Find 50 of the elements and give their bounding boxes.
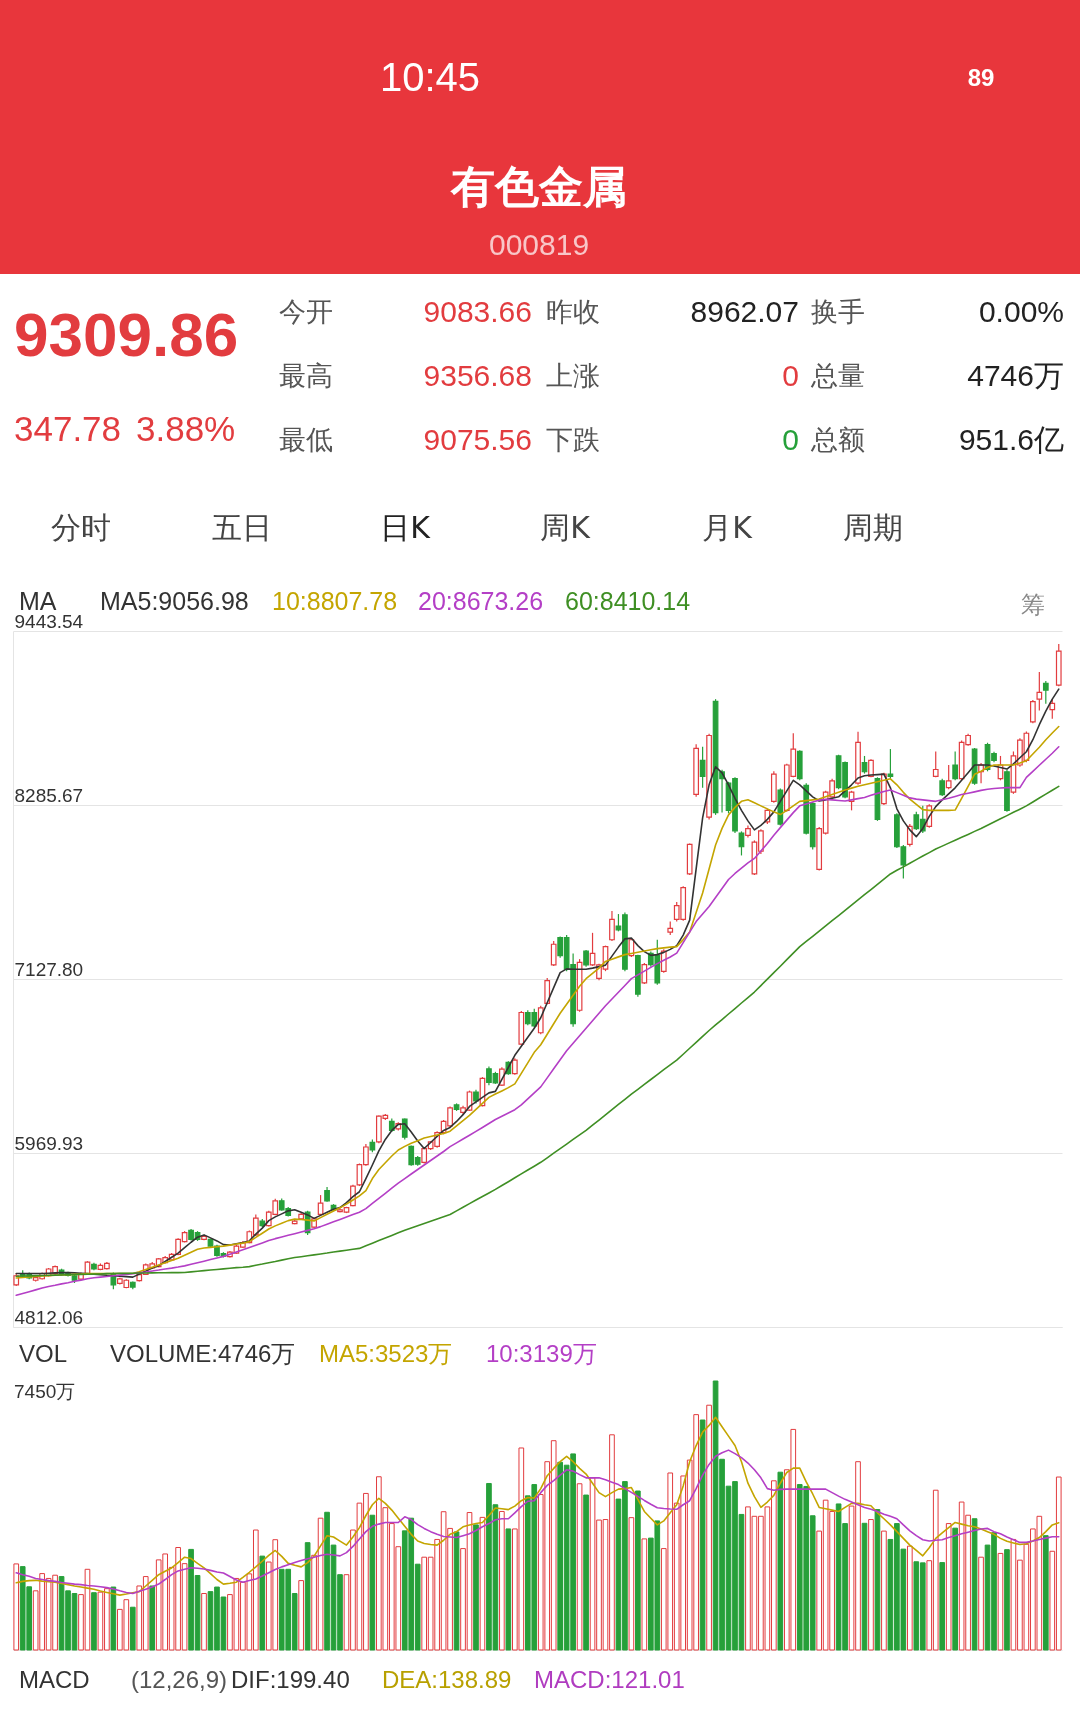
text: 20:8673.26: [418, 587, 544, 615]
text: 月K: [702, 510, 754, 545]
text: 60:8410.14: [565, 587, 691, 615]
text: 总量: [810, 360, 865, 391]
text: 最高: [279, 360, 333, 391]
text: 下跌: [546, 424, 600, 455]
text: 8962.07: [690, 295, 799, 328]
text: 9083.66: [423, 295, 532, 328]
text: 9356.68: [423, 359, 532, 392]
legend-title: VOL: [19, 1340, 68, 1367]
text: MACD:121.01: [534, 1666, 685, 1693]
text: 951.6亿: [958, 423, 1064, 456]
text: VOLUME:4746万: [110, 1340, 296, 1367]
text: 换手: [811, 296, 865, 327]
annotation: 7450万: [14, 1381, 76, 1402]
y-tick-label: 4812.06: [14, 1306, 84, 1328]
text: 今开: [279, 296, 333, 327]
text: 0: [782, 423, 799, 456]
text: 0: [782, 359, 799, 392]
text: MACD: [19, 1666, 90, 1693]
text: 筹: [1021, 591, 1045, 619]
text: MA5:9056.98: [100, 587, 249, 615]
text: 9309.86: [14, 300, 239, 369]
text: (12,26,9): [131, 1666, 228, 1693]
text: 0.00%: [978, 295, 1064, 328]
text: 周期: [843, 510, 903, 545]
text: 总额: [810, 424, 865, 455]
y-tick-label: 5969.93: [14, 1132, 84, 1154]
text: 9075.56: [423, 423, 532, 456]
text: DEA:138.89: [382, 1666, 512, 1693]
text: 五日: [212, 510, 272, 545]
text: 10:8807.78: [272, 587, 398, 615]
text: 10:45: [379, 55, 481, 99]
y-tick-label: 8285.67: [14, 784, 84, 806]
text: MA5:3523万: [319, 1340, 453, 1367]
text: 有色金属: [450, 161, 627, 212]
y-tick-label: 7127.80: [14, 958, 84, 980]
text: 3.88%: [136, 409, 236, 448]
text: 4746万: [967, 359, 1064, 392]
text: DIF:199.40: [231, 1666, 350, 1693]
text: 分时: [51, 510, 111, 545]
text: 上涨: [546, 360, 600, 391]
text: 89: [967, 64, 995, 91]
text: 10:3139万: [486, 1340, 597, 1367]
text: 347.78: [14, 409, 122, 448]
text: 000819: [488, 228, 590, 261]
text: 昨收: [546, 296, 600, 327]
text: 最低: [279, 424, 333, 455]
text: 周K: [540, 510, 592, 545]
text: 日K: [380, 510, 432, 545]
